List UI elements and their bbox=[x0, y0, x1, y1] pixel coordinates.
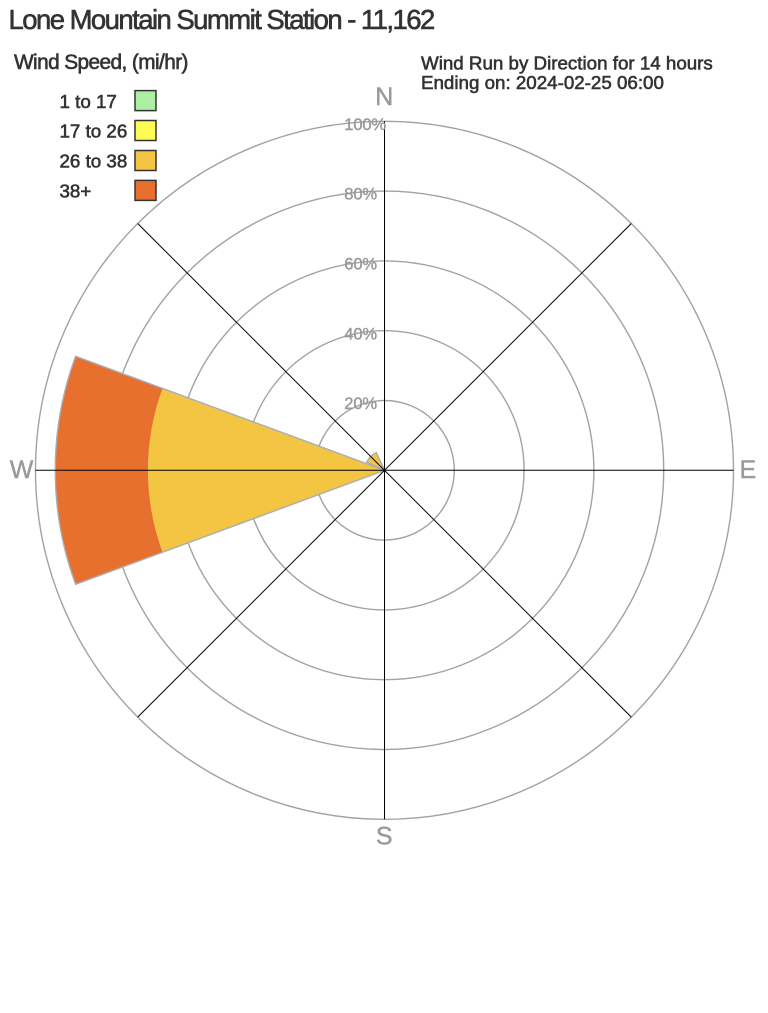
svg-text:N: N bbox=[375, 83, 393, 111]
svg-text:60%: 60% bbox=[344, 255, 377, 274]
svg-text:Ending on: 2024-02-25 06:00: Ending on: 2024-02-25 06:00 bbox=[421, 72, 664, 93]
svg-text:Wind Run by Direction for 14 h: Wind Run by Direction for 14 hours bbox=[421, 52, 713, 73]
svg-text:17 to 26: 17 to 26 bbox=[60, 121, 128, 142]
svg-text:26 to 38: 26 to 38 bbox=[60, 151, 128, 172]
svg-text:1 to 17: 1 to 17 bbox=[60, 91, 117, 112]
svg-text:E: E bbox=[739, 456, 756, 484]
svg-text:W: W bbox=[10, 456, 34, 484]
svg-text:20%: 20% bbox=[344, 394, 377, 413]
svg-text:Wind Speed, (mi/hr): Wind Speed, (mi/hr) bbox=[14, 51, 188, 74]
svg-text:38+: 38+ bbox=[60, 181, 92, 202]
svg-text:40%: 40% bbox=[344, 324, 377, 343]
svg-text:80%: 80% bbox=[344, 185, 377, 204]
svg-text:Lone Mountain Summit Station -: Lone Mountain Summit Station - 11,162 bbox=[9, 4, 434, 35]
svg-text:S: S bbox=[376, 823, 393, 851]
svg-text:100%: 100% bbox=[344, 115, 386, 134]
